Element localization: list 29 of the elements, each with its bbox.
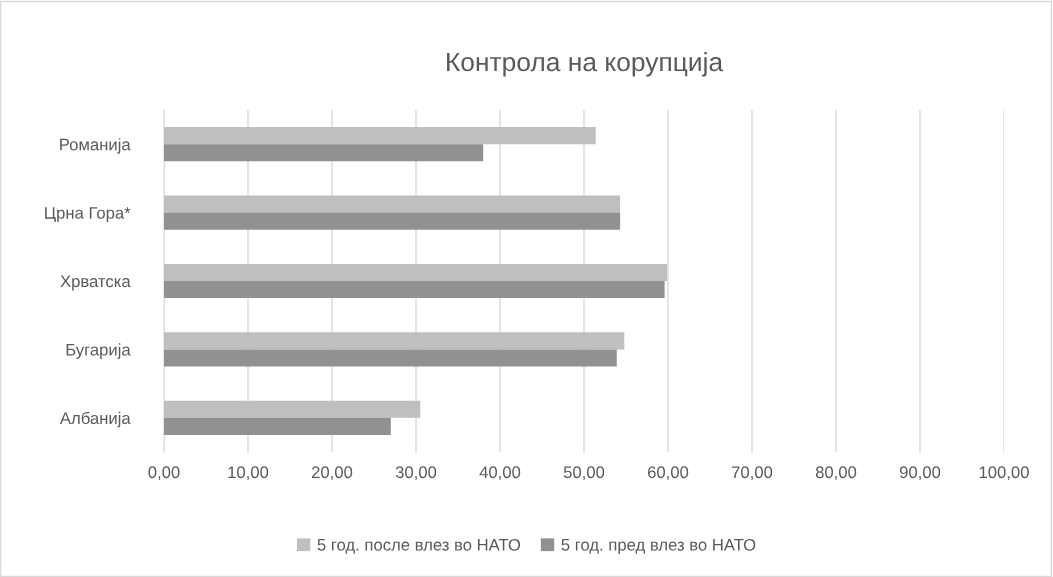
y-tick-label: Црна Гора* <box>45 207 131 223</box>
bar <box>164 212 621 230</box>
legend-label: 5 год. пред влез во НАТО <box>561 538 756 554</box>
x-tick-label: 60,00 <box>647 466 689 481</box>
bar <box>164 400 421 418</box>
bar <box>164 195 621 213</box>
x-tick-label: 70,00 <box>732 466 773 481</box>
y-tick-label: Романија <box>60 138 131 154</box>
x-tick-label: 50,00 <box>563 466 605 481</box>
legend-label: 5 год. после влез во НАТО <box>317 538 521 554</box>
bar <box>164 127 596 145</box>
x-tick-label: 90,00 <box>899 466 941 481</box>
y-tick-label: Хрватска <box>60 275 131 291</box>
bar <box>164 349 617 367</box>
bar <box>164 144 484 162</box>
x-tick-label: 80,00 <box>815 466 857 481</box>
bar <box>164 417 391 435</box>
chart-title: Контрола на корупција <box>447 51 724 77</box>
x-tick-label: 0,00 <box>148 466 180 481</box>
bar <box>164 263 668 281</box>
x-tick-label: 30,00 <box>395 466 437 481</box>
y-tick-label: Албанија <box>59 411 131 428</box>
x-tick-label: 20,00 <box>311 466 353 481</box>
y-tick-label: Бугарија <box>66 343 131 359</box>
bar <box>164 332 625 350</box>
x-tick-label: 10,00 <box>228 466 269 481</box>
x-tick-label: 40,00 <box>479 466 521 481</box>
bar <box>164 281 665 299</box>
x-tick-label: 100,00 <box>979 466 1029 481</box>
